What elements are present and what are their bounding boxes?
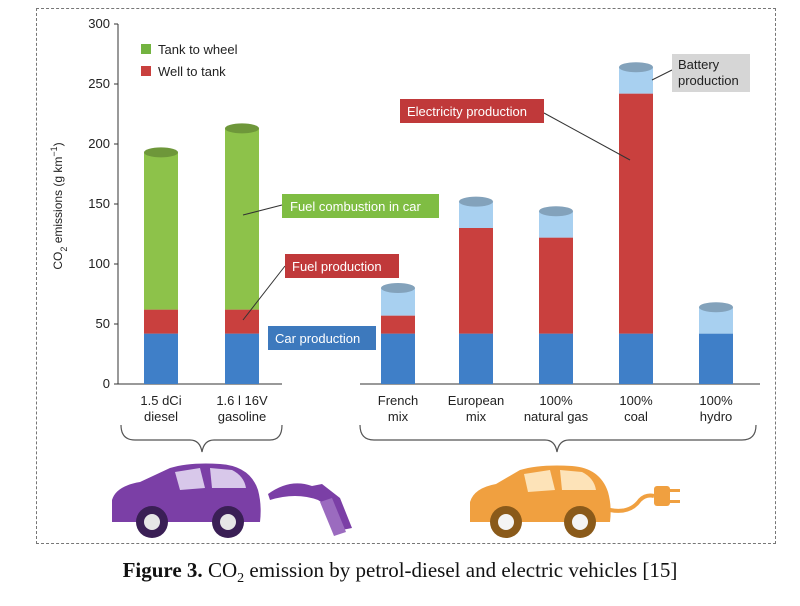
power-plug-icon: [609, 486, 680, 513]
category-label: 1.6 l 16V: [216, 393, 268, 408]
bar-segment: [225, 128, 259, 310]
callout-electricity-production: Electricity production: [407, 104, 527, 119]
bar-segment: [381, 315, 415, 334]
y-tick-label: 50: [96, 316, 110, 331]
bar-cap: [619, 62, 653, 73]
category-label: 100%: [619, 393, 653, 408]
category-label: diesel: [144, 409, 178, 424]
bar-segment: [144, 333, 178, 384]
legend-label: Tank to wheel: [158, 42, 238, 57]
category-label: natural gas: [524, 409, 589, 424]
category-label: 100%: [539, 393, 573, 408]
bar-segment: [459, 333, 493, 384]
bar-segment: [225, 309, 259, 334]
callout-box-car-production: [268, 326, 376, 350]
figure-caption: Figure 3. CO2 emission by petrol-diesel …: [0, 558, 800, 587]
category-label: gasoline: [218, 409, 266, 424]
bar-segment: [144, 309, 178, 334]
bar-segment: [619, 333, 653, 384]
bar-cap: [225, 123, 259, 134]
bar-cap: [539, 206, 573, 217]
callout-fuel-production: Fuel production: [292, 259, 382, 274]
chart: 0 50 100 150 200 250 300 CO2 emissions (g km−1)…: [49, 16, 760, 538]
figure-frame: [36, 8, 776, 544]
category-label: European: [448, 393, 504, 408]
y-tick-label: 0: [103, 376, 110, 391]
fuel-nozzle-icon: [268, 483, 352, 536]
y-tick-label: 250: [88, 76, 110, 91]
callout-leader-fuel-combustion: [242, 204, 283, 216]
bar-cap: [381, 283, 415, 293]
bar-segment: [699, 333, 733, 384]
category-label: mix: [466, 409, 487, 424]
category-label: hydro: [700, 409, 733, 424]
electric-car-icon: [470, 465, 611, 538]
caption-text-b: emission by petrol-diesel and electric v…: [244, 558, 678, 582]
callout-leader-fuel-production: [242, 265, 286, 321]
bar-segment: [539, 237, 573, 334]
category-label: coal: [624, 409, 648, 424]
legend-swatch: [141, 44, 151, 54]
callout-box-electricity-production: [400, 99, 544, 123]
caption-text-a: CO: [202, 558, 238, 582]
y-tick-label: 150: [88, 196, 110, 211]
callout-leader-electricity: [543, 112, 631, 161]
bar-segment: [225, 333, 259, 384]
diesel-car-icon: [112, 463, 261, 538]
caption-figure-number: Figure 3.: [122, 558, 203, 582]
category-label: 1.5 dCi: [140, 393, 181, 408]
callout-box-battery-production: [672, 54, 750, 92]
callout-battery-line2: production: [678, 73, 739, 88]
bar-segment: [144, 152, 178, 310]
legend-label: Well to tank: [158, 64, 226, 79]
bar-segment: [539, 333, 573, 384]
legend-swatch: [141, 66, 151, 76]
y-tick-label: 100: [88, 256, 110, 271]
category-label: mix: [388, 409, 409, 424]
bar-cap: [459, 196, 493, 207]
callout-car-production: Car production: [275, 331, 360, 346]
category-label: 100%: [699, 393, 733, 408]
callout-fuel-combustion: Fuel combustion in car: [290, 199, 421, 214]
axes: 0 50 100 150 200 250 300 CO2 emissions (g km−1)…: [49, 16, 760, 391]
category-label: French: [378, 393, 418, 408]
callout-leader-battery: [651, 69, 673, 81]
bar-segment: [619, 93, 653, 334]
bar-segment: [381, 333, 415, 384]
y-tick-label: 200: [88, 136, 110, 151]
bar-segment: [459, 228, 493, 334]
bar-cap: [699, 302, 733, 313]
callout-box-fuel-combustion: [282, 194, 439, 218]
callouts: Fuel combustion in car Fuel production C…: [242, 54, 750, 350]
callout-battery-line1: Battery: [678, 57, 720, 72]
brace-conventional: [120, 424, 283, 453]
y-tick-label: 300: [88, 16, 110, 31]
y-axis-label: CO2 emissions (g km−1): [49, 142, 69, 269]
bars: [144, 62, 733, 384]
bar-cap: [144, 147, 178, 158]
caption-subscript: 2: [237, 571, 245, 587]
callout-box-fuel-production: [285, 254, 399, 278]
brace-electric: [359, 424, 757, 453]
